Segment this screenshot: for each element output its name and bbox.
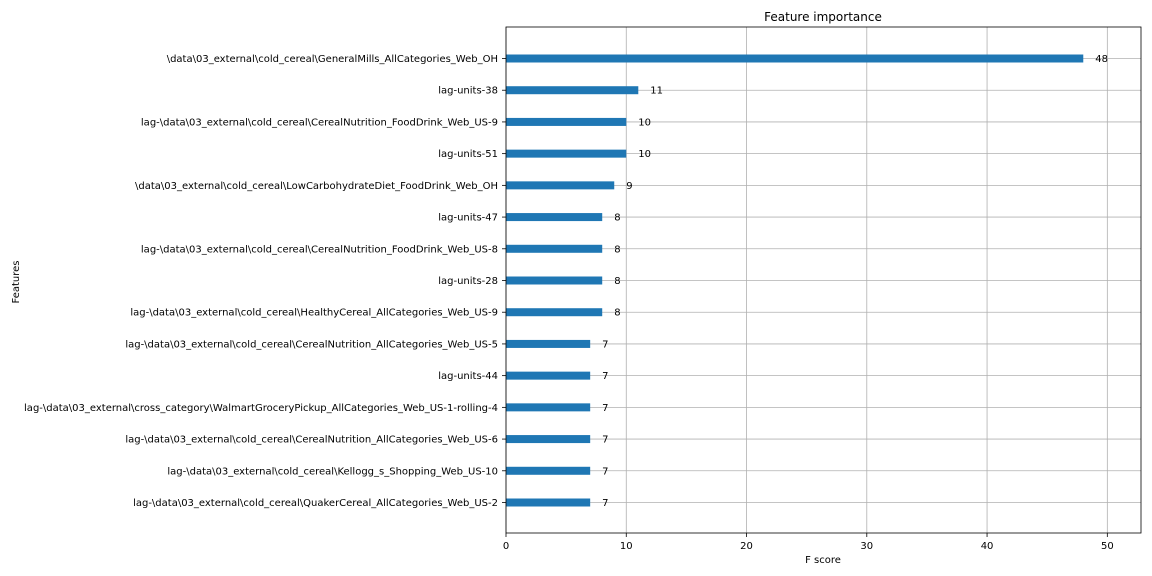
- bar: [506, 371, 591, 380]
- y-axis-label: Features: [11, 261, 22, 304]
- x-tick-label: 0: [503, 541, 509, 552]
- bar-value-label: 9: [626, 181, 632, 192]
- category-label: lag-units-28: [438, 276, 498, 287]
- category-label: lag-units-51: [438, 149, 498, 160]
- bar-value-label: 7: [602, 371, 608, 382]
- bar-value-label: 8: [614, 213, 620, 224]
- category-label: lag-units-47: [438, 213, 498, 224]
- category-label: lag-\data\03_external\cold_cereal\Health…: [130, 308, 498, 319]
- bar-value-label: 8: [614, 276, 620, 287]
- x-axis-label: F score: [805, 555, 841, 566]
- bar-value-label: 7: [602, 339, 608, 350]
- bar: [506, 339, 591, 348]
- bar: [506, 466, 591, 475]
- x-tick-label: 10: [620, 541, 633, 552]
- category-label: lag-\data\03_external\cold_cereal\Quaker…: [133, 498, 498, 509]
- category-label: \data\03_external\cold_cereal\GeneralMil…: [167, 54, 498, 65]
- bar-value-label: 7: [602, 498, 608, 509]
- x-tick-label: 30: [860, 541, 873, 552]
- plot-frame: [505, 26, 1142, 534]
- x-tick-label: 20: [740, 541, 753, 552]
- bar-value-label: 7: [602, 403, 608, 414]
- bar: [506, 308, 603, 317]
- category-label: lag-\data\03_external\cold_cereal\Cereal…: [141, 117, 498, 128]
- bar: [506, 86, 639, 95]
- bar-value-label: 10: [638, 149, 651, 160]
- category-label: lag-\data\03_external\cold_cereal\Cereal…: [125, 339, 498, 350]
- chart-title: Feature importance: [764, 10, 882, 24]
- bar: [506, 403, 591, 412]
- category-label: lag-units-38: [438, 86, 498, 97]
- category-label: lag-units-44: [438, 371, 498, 382]
- bar: [506, 117, 627, 126]
- category-label: lag-\data\03_external\cross_category\Wal…: [24, 403, 498, 414]
- bar: [506, 181, 615, 190]
- bar: [506, 435, 591, 444]
- bar-value-label: 10: [638, 117, 651, 128]
- category-label: lag-\data\03_external\cold_cereal\Cereal…: [141, 244, 498, 255]
- bar-value-label: 7: [602, 466, 608, 477]
- x-tick-label: 40: [981, 541, 994, 552]
- bar: [506, 149, 627, 158]
- bar: [506, 213, 603, 222]
- x-axis-ticks: 0 10 20 30 40 50: [502, 58, 1114, 552]
- bar-value-label: 8: [614, 244, 620, 255]
- bar: [506, 498, 591, 507]
- category-label: lag-\data\03_external\cold_cereal\Kellog…: [167, 466, 498, 477]
- bar: [506, 54, 1084, 63]
- x-tick-label: 50: [1101, 541, 1114, 552]
- bar: [506, 276, 603, 285]
- category-labels: \data\03_external\cold_cereal\GeneralMil…: [24, 54, 498, 509]
- bar-value-label: 7: [602, 435, 608, 446]
- bar-value-label: 48: [1095, 54, 1108, 65]
- bar-value-label: 11: [650, 86, 663, 97]
- bar-value-label: 8: [614, 308, 620, 319]
- bars: 48 11 10 10 9 8 8 8 8 7 7 7 7 7 7: [506, 54, 1108, 509]
- category-label: \data\03_external\cold_cereal\LowCarbohy…: [135, 181, 498, 192]
- bar: [506, 244, 603, 253]
- category-label: lag-\data\03_external\cold_cereal\Cereal…: [125, 435, 498, 446]
